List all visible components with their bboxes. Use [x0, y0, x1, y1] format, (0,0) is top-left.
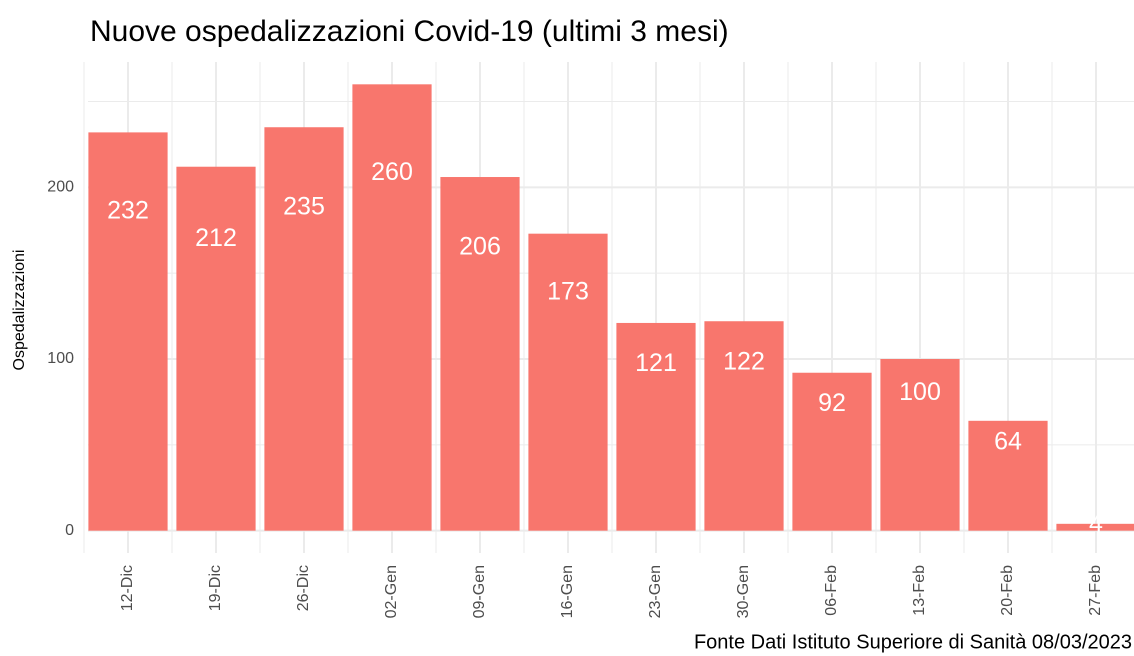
y-tick-label: 100: [47, 350, 74, 367]
x-tick-label: 20-Feb: [999, 565, 1016, 616]
data-label: 235: [283, 193, 325, 221]
x-tick-label: 27-Feb: [1087, 565, 1104, 616]
data-label: 173: [547, 278, 589, 306]
data-label: 92: [818, 389, 846, 417]
bar: [616, 322, 696, 531]
data-label: 64: [994, 427, 1022, 455]
bar: [440, 177, 520, 531]
data-label: 4: [1089, 510, 1103, 538]
bar: [792, 372, 872, 531]
bar: [264, 127, 344, 531]
y-axis-label: Ospedalizzazioni: [11, 250, 28, 371]
bar: [88, 132, 168, 531]
bar: [352, 84, 432, 531]
y-tick-label: 200: [47, 179, 74, 196]
bars: [88, 84, 1134, 531]
x-tick-label: 09-Gen: [471, 565, 488, 618]
x-tick-label: 13-Feb: [911, 565, 928, 616]
bar: [704, 321, 784, 531]
bar: [968, 420, 1048, 531]
caption: Fonte Dati Istituto Superiore di Sanità …: [694, 631, 1132, 653]
data-label: 260: [371, 158, 413, 186]
data-label: 232: [107, 197, 149, 225]
x-tick-label: 19-Dic: [207, 565, 224, 611]
data-label: 212: [195, 224, 237, 252]
bar: [880, 359, 960, 531]
x-tick-label: 23-Gen: [647, 565, 664, 618]
x-tick-label: 12-Dic: [119, 565, 136, 611]
x-tick-label: 30-Gen: [735, 565, 752, 618]
bar: [1056, 523, 1134, 531]
data-label: 121: [635, 349, 677, 377]
bar: [176, 166, 256, 531]
x-tick-label: 16-Gen: [559, 565, 576, 618]
y-tick-label: 0: [65, 522, 74, 539]
chart-title: Nuove ospedalizzazioni Covid-19 (ultimi …: [90, 15, 729, 48]
x-tick-label: 26-Dic: [295, 565, 312, 611]
data-label: 100: [899, 378, 941, 406]
data-label: 122: [723, 348, 765, 376]
x-tick-label: 02-Gen: [383, 565, 400, 618]
x-tick-label: 06-Feb: [823, 565, 840, 616]
labels: 0 100 200 232 12-Dic 212 19-Dic 235 26-Dic 260 02-…: [47, 158, 1104, 618]
bar: [528, 233, 608, 531]
data-label: 206: [459, 232, 501, 260]
